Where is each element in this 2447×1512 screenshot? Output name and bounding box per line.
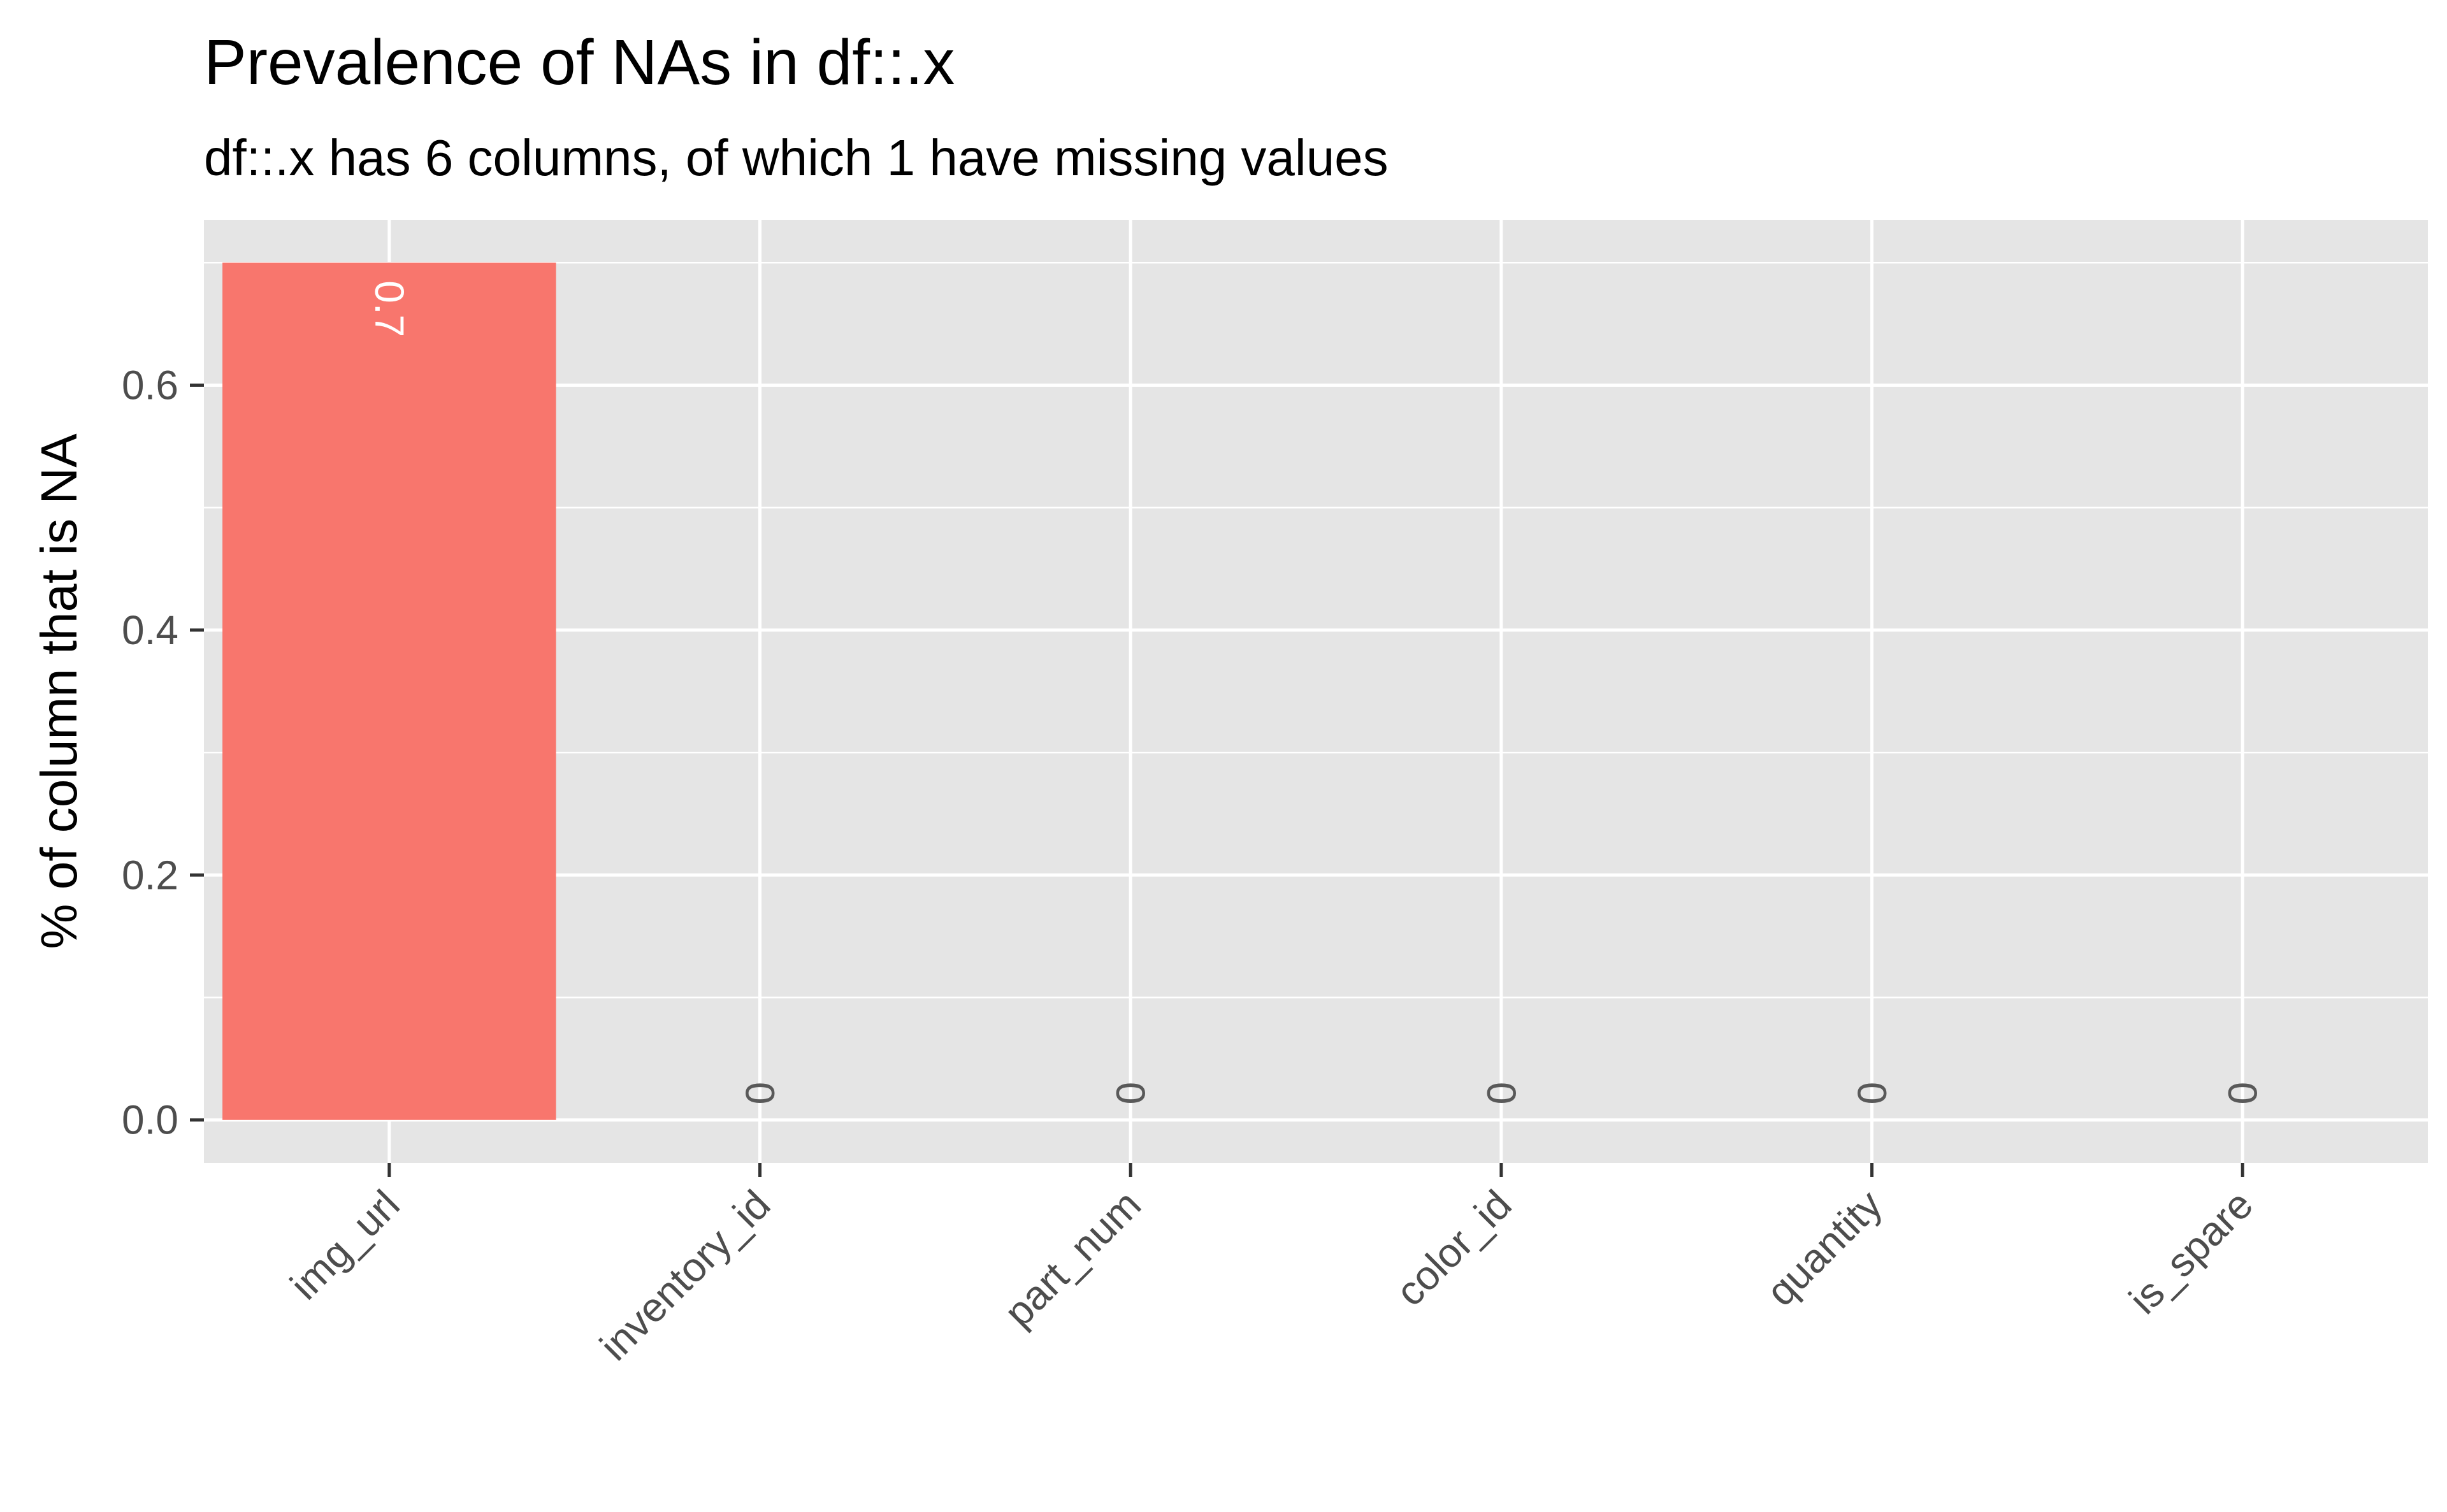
value-label-color_id: 0 [1478,1082,1524,1105]
x-axis: img_url inventory_id part_num color_id quant… [281,1163,2262,1369]
y-axis-title: % of column that is NA [31,433,87,949]
grid-minor [204,262,2428,998]
x-tick-label-color_id: color_id [1387,1181,1520,1314]
value-label-is_spare: 0 [2220,1082,2265,1105]
value-label-img_url: 0.7 [366,280,412,337]
chart-subtitle: df::.x has 6 columns, of which 1 have mi… [204,129,1389,186]
y-tick-label: 0.2 [122,852,178,898]
x-tick-label-quantity: quantity [1758,1181,1891,1314]
bar-labels: 0.7 0 0 0 0 0 [366,280,2265,1104]
plot-panel [204,220,2428,1163]
y-tick-label: 0.0 [122,1097,178,1143]
x-tick-label-part_num: part_num [995,1181,1150,1336]
x-tick-label-img_url: img_url [281,1181,408,1308]
y-axis: 0.0 0.2 0.4 0.6 [122,362,204,1143]
value-label-part_num: 0 [1108,1082,1153,1105]
x-tick-label-is_spare: is_spare [2120,1181,2262,1323]
x-tick-label-inventory_id: inventory_id [591,1181,779,1369]
value-label-quantity: 0 [1849,1082,1895,1105]
chart-title: Prevalence of NAs in df::.x [204,27,955,98]
value-label-inventory_id: 0 [737,1082,783,1105]
y-tick-label: 0.6 [122,362,178,408]
bar-img_url [222,263,556,1120]
y-tick-label: 0.4 [122,607,178,653]
bars [222,263,556,1120]
